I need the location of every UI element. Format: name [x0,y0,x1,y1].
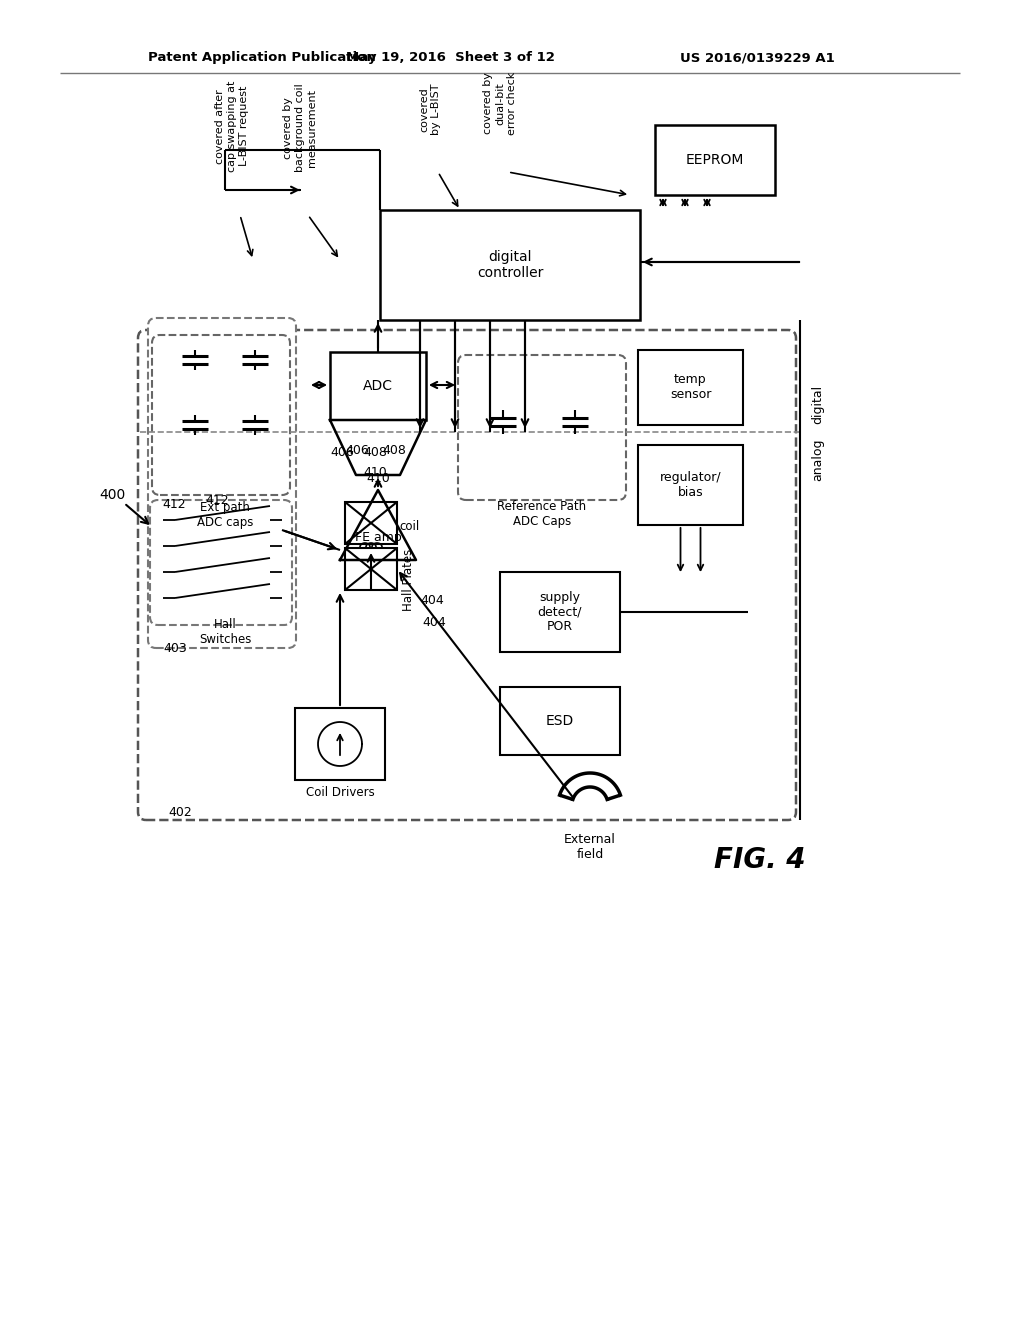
Text: Ext path
ADC caps: Ext path ADC caps [197,502,253,529]
Text: May 19, 2016  Sheet 3 of 12: May 19, 2016 Sheet 3 of 12 [345,51,554,65]
Text: 406: 406 [345,444,369,457]
Bar [330,352,426,420]
Text: Hall Plates: Hall Plates [401,549,415,611]
Text: FIG. 4: FIG. 4 [715,846,806,874]
Text: 412: 412 [162,499,185,511]
Text: Reference Path
ADC Caps: Reference Path ADC Caps [498,500,587,528]
Text: covered by
background coil
measurement: covered by background coil measurement [284,83,316,172]
Text: Coil Drivers: Coil Drivers [305,785,375,799]
Polygon shape [340,490,416,560]
FancyBboxPatch shape [152,335,290,495]
Bar [638,445,743,525]
Text: Hall
Switches: Hall Switches [199,618,251,645]
Text: covered
by L-BIST: covered by L-BIST [419,83,440,135]
Text: 403: 403 [163,643,186,656]
Text: FE amp: FE amp [354,532,401,544]
Text: covered by
dual-bit
error check: covered by dual-bit error check [483,71,516,135]
Bar [380,210,640,319]
Polygon shape [330,420,426,475]
Text: 404: 404 [422,616,445,630]
Bar [295,708,385,780]
Text: 408: 408 [362,446,387,459]
Text: temp
sensor: temp sensor [670,374,712,401]
Text: External
field: External field [564,833,616,861]
FancyBboxPatch shape [138,330,796,820]
Text: 410: 410 [362,466,387,479]
Text: 404: 404 [420,594,443,606]
Text: analog: analog [811,438,824,482]
Bar [655,125,775,195]
FancyBboxPatch shape [150,500,292,624]
Text: 406: 406 [330,446,353,459]
Text: ADC: ADC [362,379,393,393]
Bar [500,686,620,755]
Bar [500,572,620,652]
Text: ESD: ESD [546,714,574,729]
FancyBboxPatch shape [458,355,626,500]
Text: coil: coil [399,520,419,532]
Text: regulator/
bias: regulator/ bias [659,471,721,499]
Text: 402: 402 [168,807,191,820]
Text: Patent Application Publication: Patent Application Publication [148,51,376,65]
Text: 412: 412 [205,494,228,507]
Text: supply
detect/
POR: supply detect/ POR [538,590,583,634]
Text: EEPROM: EEPROM [686,153,744,168]
Bar [345,502,397,544]
Text: US 2016/0139229 A1: US 2016/0139229 A1 [680,51,835,65]
FancyBboxPatch shape [148,318,296,648]
Text: digital
controller: digital controller [477,249,543,280]
Text: 400: 400 [99,488,125,502]
Bar [345,548,397,590]
Text: 410: 410 [367,471,390,484]
Text: covered after
cap swapping at
L-BIST request: covered after cap swapping at L-BIST req… [215,81,249,172]
Text: digital: digital [811,384,824,424]
Text: 408: 408 [382,444,406,457]
Bar [638,350,743,425]
